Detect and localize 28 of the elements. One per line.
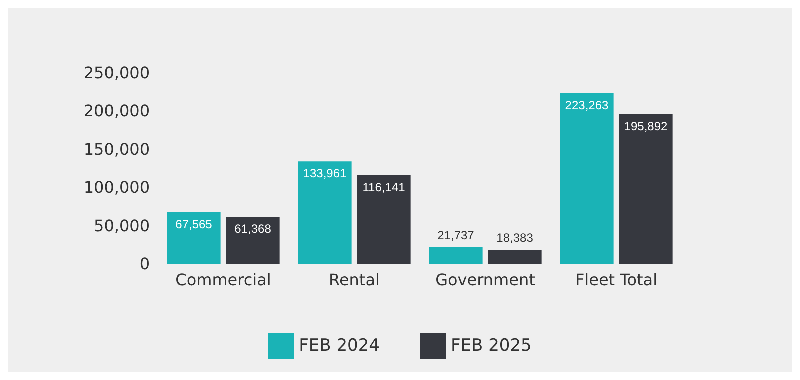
bar — [560, 93, 614, 264]
data-label: 18,383 — [496, 230, 534, 245]
y-tick-label: 50,000 — [94, 216, 150, 236]
data-label: 21,737 — [438, 228, 475, 242]
bar — [357, 175, 411, 264]
x-tick-label: Rental — [329, 270, 380, 290]
data-label: 223,263 — [565, 98, 609, 112]
data-label: 195,892 — [624, 119, 668, 134]
y-tick-label: 150,000 — [84, 140, 150, 159]
legend-label: FEB 2025 — [451, 336, 532, 356]
bar — [619, 114, 673, 264]
data-label: 67,565 — [176, 217, 213, 232]
data-label: 133,961 — [303, 166, 347, 181]
y-tick-label: 250,000 — [84, 64, 150, 82]
bar — [298, 162, 352, 264]
data-label: 61,368 — [234, 222, 272, 236]
legend-label: FEB 2024 — [299, 336, 380, 356]
data-label: 116,141 — [362, 180, 406, 194]
y-tick-label: 200,000 — [84, 102, 150, 121]
x-tick-label: Commercial — [176, 270, 272, 290]
bar — [488, 250, 542, 264]
bar — [226, 217, 280, 264]
x-tick-label: Fleet Total — [575, 270, 658, 290]
y-tick-label: 0 — [140, 254, 150, 274]
x-tick-label: Government — [436, 270, 536, 290]
bar — [429, 247, 483, 264]
y-tick-label: 100,000 — [84, 178, 150, 198]
bar — [167, 212, 221, 264]
